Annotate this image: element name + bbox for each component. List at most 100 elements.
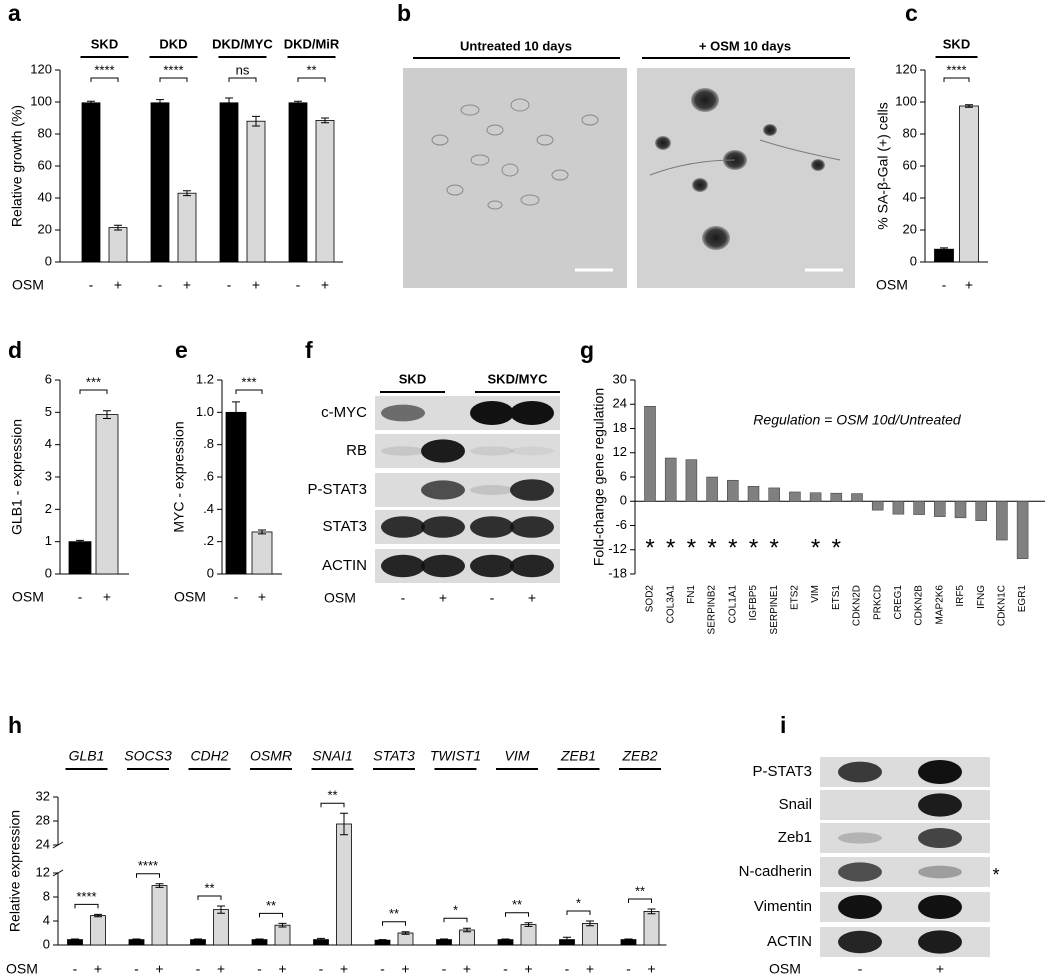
row-label: ACTIN: [767, 933, 812, 950]
x-tick-label: +: [586, 961, 594, 977]
blot-strip: [375, 434, 560, 468]
x-tick-label: -: [442, 961, 447, 977]
y-tick-label: 80: [903, 125, 917, 140]
significance: **: [204, 880, 214, 895]
x-tick-label: +: [524, 961, 532, 977]
bar: [68, 541, 92, 575]
significance-bracket: [382, 921, 406, 926]
error-bar: [340, 812, 348, 836]
y-tick-label: 8: [43, 888, 50, 903]
x-tick-label: CDKN1C: [997, 585, 1008, 626]
y-tick-label: 40: [903, 189, 917, 204]
blot-band: [470, 401, 514, 425]
bar: [643, 911, 660, 946]
y-axis-label: % SA-β-Gal (+) cells: [875, 102, 891, 229]
y-tick-label: 6: [620, 468, 627, 483]
x-tick-label: -: [227, 277, 232, 293]
blot-band: [381, 404, 425, 422]
blot-band: [510, 554, 554, 578]
bar: [809, 492, 822, 502]
significance-bracket: [566, 910, 591, 915]
x-tick-label: FN1: [686, 585, 697, 604]
x-tick-label: -: [626, 961, 631, 977]
row-label: P-STAT3: [753, 763, 812, 780]
significance: **: [266, 898, 276, 913]
panel-letter: e: [175, 337, 188, 363]
error-bar: [217, 905, 225, 914]
x-tick-label: +: [155, 961, 163, 977]
y-tick-label: .6: [203, 468, 214, 483]
error-bar: [624, 938, 633, 941]
blot-band: [421, 516, 465, 538]
significance: **: [635, 883, 645, 898]
bar: [177, 192, 197, 263]
lane-label: -: [858, 961, 863, 977]
y-tick-label: 18: [613, 420, 627, 435]
y-axis-label: GLB1 - expression: [9, 419, 25, 535]
panel-letter: d: [8, 337, 22, 363]
x-tick-label: +: [340, 961, 348, 977]
x-tick-label: -: [296, 277, 301, 293]
factor-label: OSM: [174, 589, 206, 605]
x-tick-label: -: [257, 961, 262, 977]
y-tick-label: -6: [615, 517, 627, 532]
bar: [685, 459, 698, 502]
group-label: GLB1: [69, 748, 105, 764]
y-tick-label: 4: [45, 436, 52, 451]
error-bar: [252, 115, 260, 127]
y-tick-label: 28: [36, 812, 50, 827]
bar: [975, 501, 987, 521]
factor-label: OSM: [876, 277, 908, 293]
blot-band: [470, 554, 514, 578]
y-tick-label: 24: [36, 836, 50, 851]
error-bar: [232, 401, 240, 424]
y-tick-label: 0: [207, 565, 214, 580]
blot-band: [421, 480, 465, 500]
blot-band: [510, 446, 554, 456]
row-label: ACTIN: [322, 557, 367, 574]
panel-letter: b: [397, 0, 411, 26]
group-label: CDH2: [190, 748, 228, 764]
y-tick-label: 0: [45, 253, 52, 268]
x-tick-label: -: [196, 961, 201, 977]
y-tick-label: 20: [903, 221, 917, 236]
x-tick-label: +: [258, 589, 266, 605]
significance-bracket: [197, 895, 222, 900]
x-tick-label: +: [217, 961, 225, 977]
bar: [108, 227, 128, 263]
lane-label: +: [439, 590, 447, 606]
error-bar: [114, 224, 122, 231]
error-bar: [255, 938, 264, 941]
significance-bracket: [74, 903, 99, 909]
y-tick-label: 100: [895, 93, 917, 108]
bar: [150, 102, 170, 263]
error-bar: [76, 539, 84, 544]
blot-band: [510, 516, 554, 538]
blot-band: [918, 793, 962, 817]
significance-bracket: [259, 912, 283, 918]
row-label: Snail: [779, 796, 812, 813]
y-tick-label: 120: [895, 61, 917, 76]
error-bar: [463, 927, 471, 933]
panel-letter: a: [8, 0, 21, 26]
x-tick-label: IGFBP5: [748, 585, 759, 621]
blot-band: [421, 439, 465, 463]
error-bar: [278, 922, 287, 928]
y-tick-label: 5: [45, 404, 52, 419]
y-tick-label: 12: [613, 444, 627, 459]
x-tick-label: +: [401, 961, 409, 977]
y-axis-label: Relative growth (%): [9, 105, 25, 227]
group-label: SKD: [91, 36, 118, 51]
significance-bracket: [235, 389, 263, 394]
bar: [90, 915, 106, 946]
significance: ****: [946, 62, 966, 77]
significance: ****: [94, 62, 114, 77]
y-tick-label: -18: [608, 565, 627, 580]
significance: ns: [236, 62, 250, 77]
significance-bracket: [79, 389, 108, 394]
y-tick-label: 30: [613, 371, 627, 386]
significance: ***: [86, 374, 101, 389]
group-label: SOCS3: [124, 748, 172, 764]
blot-band: [838, 895, 882, 919]
blot-band: [381, 516, 425, 538]
